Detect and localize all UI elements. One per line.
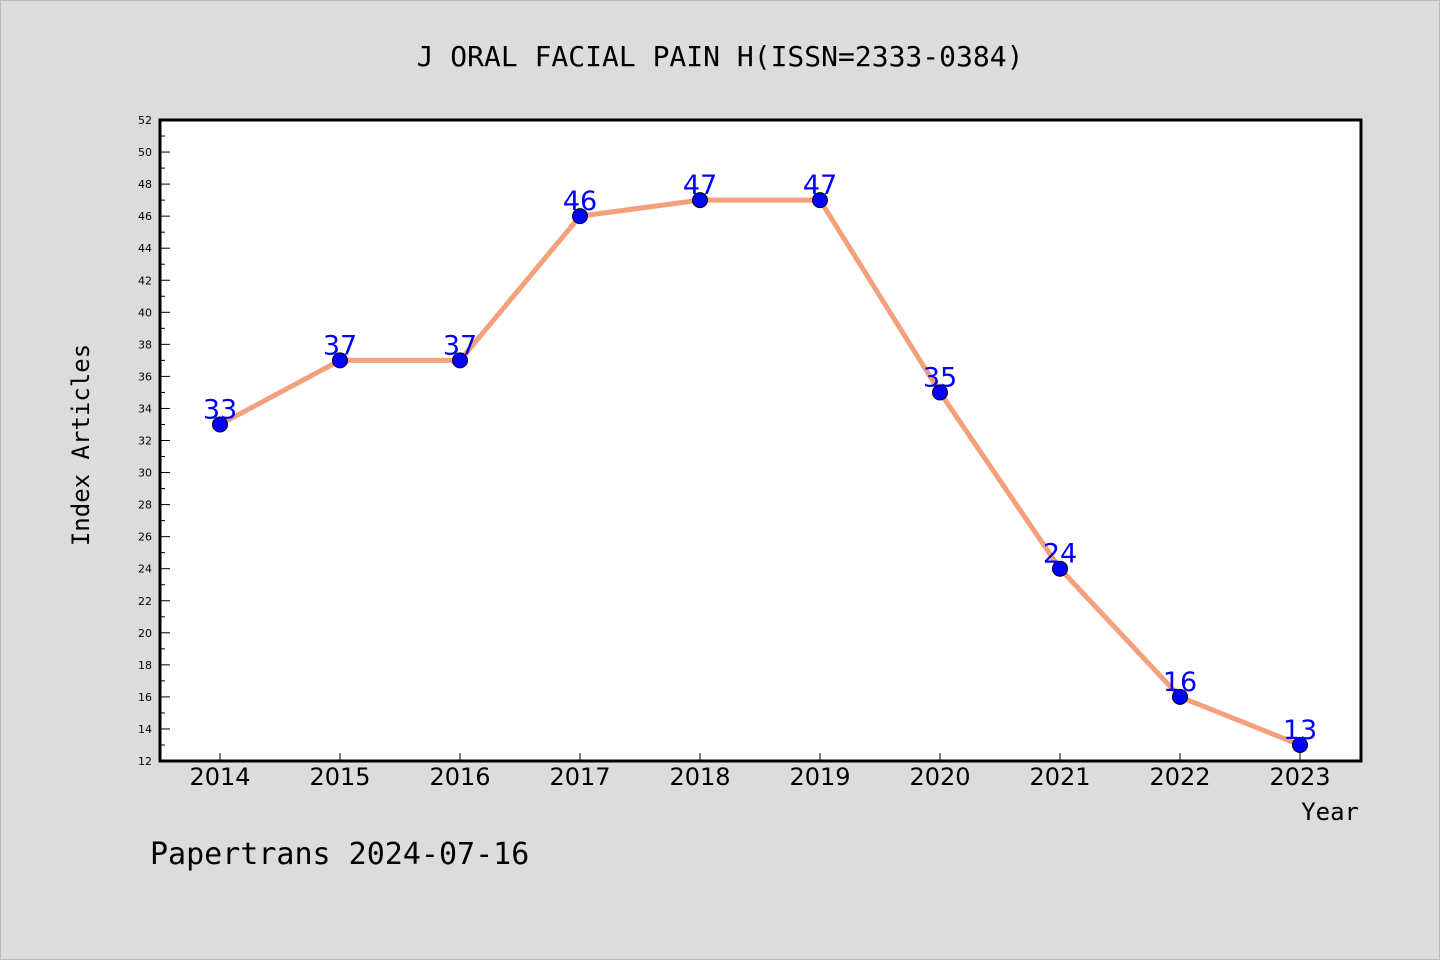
data-label: 33 bbox=[203, 394, 237, 425]
x-tick-label: 2022 bbox=[1149, 763, 1210, 791]
data-point bbox=[932, 384, 948, 401]
y-tick-label: 42 bbox=[138, 274, 152, 287]
y-tick-label: 52 bbox=[138, 114, 152, 127]
footer-watermark: Papertrans 2024-07-16 bbox=[150, 837, 529, 872]
data-label: 47 bbox=[683, 170, 717, 201]
x-axis: 2014 2015 2016 2017 2018 2019 2020 2021 2022 2023 bbox=[189, 753, 1331, 791]
data-label: 47 bbox=[803, 170, 837, 201]
data-label: 35 bbox=[923, 362, 957, 393]
x-tick-label: 2015 bbox=[309, 763, 370, 791]
y-tick-label: 30 bbox=[138, 467, 152, 480]
data-point bbox=[212, 416, 228, 433]
x-tick-label: 2020 bbox=[909, 763, 970, 791]
data-point bbox=[452, 352, 468, 369]
y-tick-label: 32 bbox=[138, 435, 152, 448]
y-tick-label: 20 bbox=[138, 627, 152, 640]
plot-area bbox=[158, 118, 1363, 763]
y-tick-label: 50 bbox=[138, 146, 152, 159]
data-point bbox=[1292, 736, 1308, 753]
y-tick-label: 22 bbox=[138, 595, 152, 608]
y-tick-label: 14 bbox=[138, 723, 152, 736]
data-label: 13 bbox=[1283, 715, 1317, 746]
data-label: 24 bbox=[1043, 539, 1077, 570]
x-axis-label: Year bbox=[1301, 798, 1359, 826]
data-point bbox=[332, 352, 348, 369]
y-tick-label: 38 bbox=[138, 338, 152, 351]
x-tick-label: 2023 bbox=[1269, 763, 1330, 791]
data-point bbox=[1052, 560, 1068, 577]
data-label: 37 bbox=[443, 330, 477, 361]
x-tick-label: 2019 bbox=[789, 763, 850, 791]
data-label: 46 bbox=[563, 186, 597, 217]
data-point bbox=[692, 192, 708, 209]
series-line bbox=[218, 197, 1301, 748]
x-tick-label: 2021 bbox=[1029, 763, 1090, 791]
y-tick-label: 12 bbox=[138, 755, 152, 768]
data-label: 37 bbox=[323, 330, 357, 361]
y-tick-label: 40 bbox=[138, 306, 152, 319]
x-tick-label: 2014 bbox=[189, 763, 250, 791]
y-tick-label: 34 bbox=[138, 402, 152, 415]
y-tick-label: 28 bbox=[138, 499, 152, 512]
data-series: 33 37 37 46 47 47 35 24 16 13 bbox=[203, 170, 1317, 753]
x-tick-label: 2018 bbox=[669, 763, 730, 791]
y-tick-label: 26 bbox=[138, 531, 152, 544]
y-tick-label: 18 bbox=[138, 659, 152, 672]
y-tick-label: 44 bbox=[138, 242, 152, 255]
data-label: 16 bbox=[1163, 667, 1197, 698]
x-tick-label: 2017 bbox=[549, 763, 610, 791]
y-tick-label: 36 bbox=[138, 370, 152, 383]
y-tick-label: 46 bbox=[138, 210, 152, 223]
y-tick-label: 16 bbox=[138, 691, 152, 704]
x-tick-label: 2016 bbox=[429, 763, 490, 791]
y-tick-label: 48 bbox=[138, 178, 152, 191]
y-axis: 12 14 16 18 20 22 24 26 28 30 32 34 36 38 40 42 44 46 48 50… bbox=[138, 114, 170, 768]
y-tick-label: 24 bbox=[138, 563, 152, 576]
y-axis-label: Index Articles bbox=[67, 344, 95, 546]
data-point bbox=[572, 208, 588, 225]
data-point bbox=[1172, 688, 1188, 705]
chart-title: J ORAL FACIAL PAIN H(ISSN=2333-0384) bbox=[417, 40, 1024, 73]
data-point bbox=[812, 192, 828, 209]
